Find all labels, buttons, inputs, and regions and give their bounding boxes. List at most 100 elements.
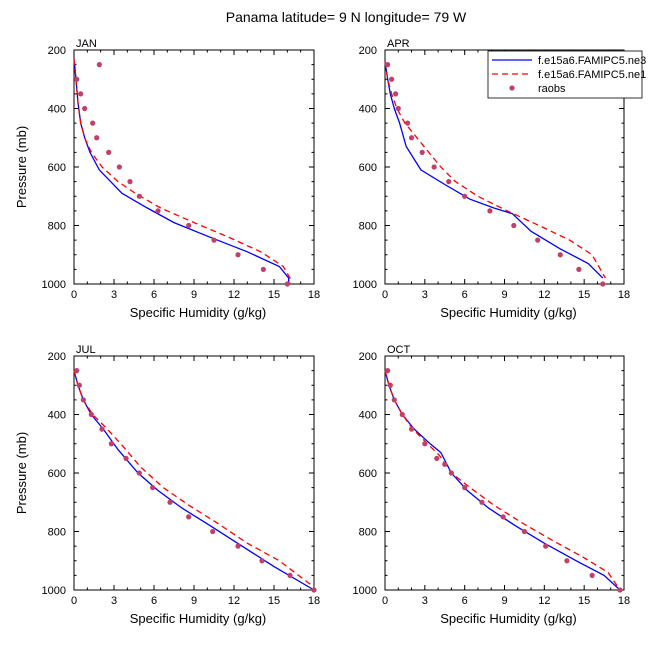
x-tick-label: 3 — [111, 595, 117, 607]
x-tick-label: 12 — [228, 289, 240, 301]
x-tick-label: 6 — [151, 289, 157, 301]
x-tick-label: 12 — [538, 289, 550, 301]
raobs-point — [235, 252, 241, 258]
y-tick-label: 800 — [48, 527, 66, 539]
y-tick-label: 200 — [48, 351, 66, 363]
raobs-point — [535, 237, 541, 243]
y-tick-label: 800 — [359, 527, 377, 539]
x-tick-label: 3 — [111, 289, 117, 301]
series-line-ne3 — [384, 370, 621, 591]
raobs-point — [617, 587, 623, 593]
raobs-point — [260, 266, 266, 272]
raobs-point — [150, 485, 156, 491]
raobs-point — [78, 91, 84, 97]
x-tick-label: 18 — [618, 289, 630, 301]
y-tick-label: 600 — [359, 468, 377, 480]
raobs-point — [108, 441, 114, 447]
x-tick-label: 12 — [228, 595, 240, 607]
raobs-point — [136, 470, 142, 476]
x-axis-title: Specific Humidity (g/kg) — [130, 305, 267, 320]
y-tick-label: 400 — [48, 104, 66, 116]
x-tick-label: 9 — [501, 595, 507, 607]
raobs-point — [408, 135, 415, 141]
y-tick-label: 200 — [48, 45, 66, 57]
panel-label: OCT — [387, 344, 411, 356]
raobs-point — [564, 558, 570, 564]
x-tick-label: 12 — [538, 595, 550, 607]
raobs-point — [434, 455, 440, 461]
y-tick-label: 1000 — [353, 279, 377, 291]
raobs-point — [389, 76, 395, 82]
x-axis-title: Specific Humidity (g/kg) — [440, 611, 577, 626]
x-tick-label: 9 — [191, 289, 197, 301]
raobs-point — [127, 179, 133, 185]
raobs-point — [76, 382, 82, 388]
y-tick-label: 800 — [48, 221, 66, 233]
y-tick-label: 400 — [48, 410, 66, 422]
figure-title: Panama latitude= 9 N longitude= 79 W — [226, 9, 467, 25]
y-tick-label: 200 — [359, 351, 377, 363]
raobs-point — [462, 485, 468, 491]
x-tick-label: 3 — [422, 289, 428, 301]
raobs-point — [136, 193, 142, 199]
series-line-ne1 — [384, 370, 621, 591]
raobs-point — [311, 587, 317, 593]
raobs-point — [210, 528, 216, 535]
raobs-point — [94, 135, 100, 141]
raobs-point — [442, 461, 448, 467]
raobs-point — [521, 528, 528, 535]
raobs-point — [589, 572, 595, 578]
raobs-point — [393, 91, 399, 97]
raobs-point — [391, 397, 397, 403]
raobs-point — [479, 499, 485, 505]
legend-label: f.e15a6.FAMIPC5.ne1 — [538, 69, 646, 81]
panel-oct: 0 3 6 9 12 15 18 200 400 600 800 1000 OCT Specific Hu… — [353, 344, 631, 626]
panel-jan: 0 3 6 9 12 15 18 200 400 600 800 1000 JAN Specific Hu… — [14, 38, 320, 320]
legend-label: f.e15a6.FAMIPC5.ne3 — [538, 55, 646, 67]
raobs-point — [387, 382, 393, 388]
y-tick-label: 800 — [359, 221, 377, 233]
raobs-point — [385, 62, 391, 68]
raobs-point — [116, 164, 122, 170]
raobs-point — [287, 572, 293, 578]
x-tick-label: 9 — [501, 289, 507, 301]
raobs-point — [96, 62, 102, 68]
series-line-ne1 — [73, 370, 315, 588]
raobs-point — [99, 426, 105, 432]
series-line-ne3 — [384, 61, 604, 279]
plot-frame — [73, 355, 315, 591]
x-tick-label: 18 — [618, 595, 630, 607]
y-tick-label: 600 — [48, 162, 66, 174]
y-tick-label: 400 — [359, 104, 377, 116]
raobs-point — [88, 411, 94, 418]
x-tick-label: 6 — [151, 595, 157, 607]
raobs-point — [123, 455, 129, 461]
raobs-point — [557, 252, 563, 258]
raobs-point — [431, 164, 437, 170]
raobs-point — [385, 368, 391, 374]
raobs-point — [487, 208, 493, 214]
x-tick-label: 15 — [268, 289, 280, 301]
y-tick-label: 600 — [359, 162, 377, 174]
x-tick-label: 15 — [578, 595, 590, 607]
raobs-point — [259, 558, 265, 564]
x-tick-label: 6 — [462, 595, 468, 607]
raobs-point — [106, 149, 112, 155]
raobs-point — [80, 397, 86, 403]
x-tick-label: 0 — [382, 595, 388, 607]
raobs-point — [211, 237, 217, 243]
raobs-point — [167, 499, 173, 505]
raobs-point — [235, 543, 241, 549]
raobs-point — [600, 281, 606, 287]
raobs-point — [404, 120, 411, 126]
raobs-point — [90, 120, 96, 126]
x-tick-label: 0 — [71, 595, 77, 607]
series-line-ne3 — [73, 370, 315, 591]
raobs-point — [74, 368, 80, 374]
y-axis-title: Pressure (mb) — [14, 432, 29, 514]
plot-frame — [73, 49, 315, 285]
x-tick-label: 0 — [382, 289, 388, 301]
y-tick-label: 1000 — [42, 279, 66, 291]
